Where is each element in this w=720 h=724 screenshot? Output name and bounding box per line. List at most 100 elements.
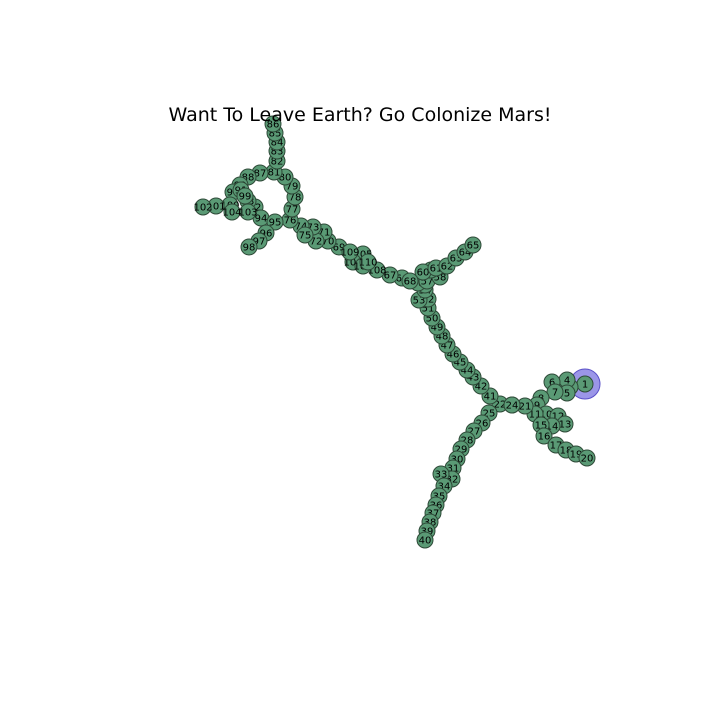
node-label: 84 xyxy=(271,138,284,149)
node-label: 1 xyxy=(582,380,588,391)
node-label: 53 xyxy=(413,296,426,307)
node-circle xyxy=(578,449,596,467)
node-label: 51 xyxy=(422,304,435,315)
graph-node: 68 xyxy=(401,272,419,290)
node-label: 29 xyxy=(455,445,468,456)
graph-node: 65 xyxy=(464,236,482,254)
node-label: 48 xyxy=(436,332,449,343)
node-label: 20 xyxy=(581,454,594,465)
node-label: 21 xyxy=(519,402,532,413)
node-label: 7 xyxy=(552,388,558,399)
node-label: 86 xyxy=(267,120,280,131)
node-label: 106 xyxy=(343,258,362,269)
node-circle xyxy=(464,236,482,254)
node-layer: 1234567891011121314151617181920212223242… xyxy=(193,115,601,549)
node-label: 31 xyxy=(447,464,460,475)
node-circle xyxy=(535,427,553,445)
node-label: 5 xyxy=(564,389,570,400)
graph-node: 20 xyxy=(578,449,596,467)
node-label: 70 xyxy=(322,237,335,248)
node-circle xyxy=(401,272,419,290)
node-label: 103 xyxy=(238,208,257,219)
node-label: 75 xyxy=(299,231,312,242)
node-label: 96 xyxy=(260,229,273,240)
node-label: 78 xyxy=(289,193,302,204)
node-circle xyxy=(503,396,521,414)
node-label: 40 xyxy=(419,536,432,547)
graph-node: 98 xyxy=(240,238,258,256)
node-label: 14 xyxy=(546,422,559,433)
graph-node: 24 xyxy=(503,396,521,414)
node-label: 45 xyxy=(454,358,467,369)
node-label: 46 xyxy=(447,350,460,361)
node-label: 110 xyxy=(358,258,377,269)
node-label: 56 xyxy=(412,279,425,290)
graph-node: 5 xyxy=(558,384,576,402)
node-label: 25 xyxy=(483,409,496,420)
node-label: 71 xyxy=(318,228,331,239)
node-label: 99 xyxy=(239,192,252,203)
node-circle xyxy=(194,198,212,216)
node-label: 19 xyxy=(570,450,583,461)
node-label: 4 xyxy=(564,376,570,387)
node-label: 52 xyxy=(422,295,435,306)
node-label: 13 xyxy=(559,420,572,431)
node-label: 11 xyxy=(529,410,542,421)
node-label: 87 xyxy=(254,169,267,180)
node-label: 81 xyxy=(268,168,281,179)
node-label: 82 xyxy=(271,157,284,168)
node-label: 42 xyxy=(475,382,488,393)
graph-node: 102 xyxy=(193,198,213,216)
node-label: 97 xyxy=(253,237,266,248)
node-label: 16 xyxy=(538,432,551,443)
node-label: 10 xyxy=(540,410,553,421)
node-circle xyxy=(266,213,284,231)
node-label: 60 xyxy=(417,268,430,279)
node-label: 57 xyxy=(421,277,434,288)
node-circle xyxy=(264,115,282,133)
node-label: 109 xyxy=(340,248,359,259)
graph-node: 109 xyxy=(340,243,360,261)
node-label: 58 xyxy=(434,273,447,284)
chart-title: Want To Leave Earth? Go Colonize Mars! xyxy=(168,104,552,126)
node-label: 33 xyxy=(435,470,448,481)
node-label: 24 xyxy=(506,401,519,412)
node-label: 22 xyxy=(494,400,507,411)
node-label: 88 xyxy=(242,173,255,184)
node-circle xyxy=(416,531,434,549)
node-label: 50 xyxy=(426,314,439,325)
node-label: 101 xyxy=(206,202,225,213)
node-label: 28 xyxy=(461,436,474,447)
node-label: 37 xyxy=(427,509,440,520)
node-label: 83 xyxy=(271,147,284,158)
node-label: 27 xyxy=(468,427,481,438)
node-label: 74 xyxy=(295,222,308,233)
node-label: 62 xyxy=(441,262,454,273)
node-label: 12 xyxy=(552,412,565,423)
node-label: 34 xyxy=(438,482,451,493)
node-label: 69 xyxy=(333,243,346,254)
graph-node: 1 xyxy=(569,368,601,400)
node-label: 35 xyxy=(433,492,446,503)
node-label: 90 xyxy=(227,188,240,199)
node-label: 63 xyxy=(450,254,463,265)
node-circle xyxy=(240,238,258,256)
node-label: 67 xyxy=(384,271,397,282)
graph-node: 99 xyxy=(236,187,254,205)
node-circle xyxy=(359,253,377,271)
graph-node: 40 xyxy=(416,531,434,549)
node-label: 108 xyxy=(367,266,386,277)
graph-node: 16 xyxy=(535,427,553,445)
node-label: 6 xyxy=(549,378,555,389)
node-label: 30 xyxy=(451,455,464,466)
node-label: 95 xyxy=(269,218,282,229)
node-circle xyxy=(223,203,241,221)
node-label: 85 xyxy=(269,129,282,140)
node-circle xyxy=(341,243,359,261)
node-label: 77 xyxy=(286,205,299,216)
node-label: 102 xyxy=(193,203,212,214)
node-label: 41 xyxy=(484,392,497,403)
node-label: 65 xyxy=(467,241,480,252)
